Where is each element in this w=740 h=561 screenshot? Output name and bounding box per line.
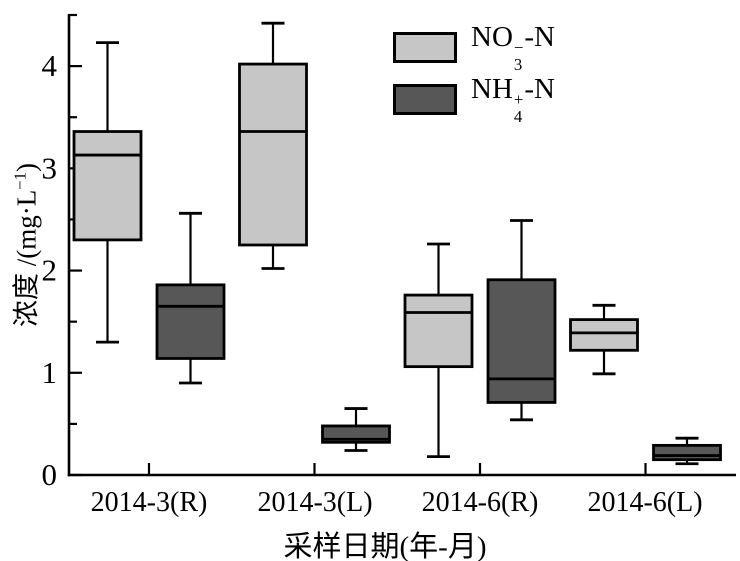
y-axis-title-exponent: −1 [10,171,30,190]
legend-label-nh4-sub: 4 [513,107,523,127]
legend-label-nh4-base: NH [471,73,513,105]
y-tick-label: 2 [42,253,58,288]
legend-label-nh4-charge-stack: +4 [514,91,523,125]
no3-box-g2 [238,62,308,247]
legend-label-no3-charge-stack: −3 [514,39,523,73]
legend-label-no3-sup: − [513,38,524,58]
legend-item-no3: NO −3 -N [393,22,555,73]
y-axis-title: 浓度 /(mg·L−1) [5,163,44,327]
nh4-box-g1 [155,283,226,360]
legend-label-no3-base: NO [471,21,513,53]
y-tick-label: 3 [42,150,58,185]
y-tick-label: 0 [42,457,58,492]
x-category-label-3: 2014-6(R) [421,487,539,518]
x-category-label-1: 2014-3(R) [90,487,208,518]
x-axis-title: 采样日期(年-月) [283,531,487,561]
legend-swatch-no3 [393,32,457,64]
y-tick-label: 1 [42,355,58,390]
no3-box-g1 [72,130,143,242]
x-category-label-4: 2014-6(L) [587,487,703,518]
legend-label-nh4-sup: + [513,90,524,110]
legend-item-nh4: NH +4 -N [393,74,555,125]
y-axis-title-text: 浓度 /(mg·L [11,189,42,328]
nh4-box-g3 [486,278,557,404]
legend-label-no3-suffix: -N [524,21,555,53]
y-axis-title-suffix: ) [11,162,42,172]
legend-swatch-nh4 [393,84,457,116]
legend-label-nh4: NH +4 -N [471,73,555,126]
nh4-box-g4 [652,443,722,462]
legend-label-no3: NO −3 -N [471,21,555,74]
no3-box-g3 [403,293,474,369]
y-tick-label: 4 [42,48,58,83]
legend-label-no3-sub: 3 [513,55,523,75]
legend-label-nh4-suffix: -N [524,73,555,105]
no3-box-g4 [569,318,639,352]
x-category-label-2: 2014-3(L) [257,487,373,518]
